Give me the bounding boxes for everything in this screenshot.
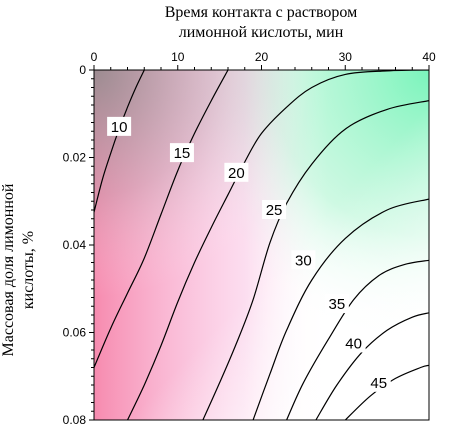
x-tick-label: 40: [422, 50, 436, 64]
y-tick-label: 0.04: [63, 238, 87, 252]
x-tick-label: 10: [171, 50, 185, 64]
contour-label-20: 20: [228, 165, 245, 182]
contour-line-30: [252, 198, 429, 420]
y-axis-title-line-1: Массовая доля лимонной: [0, 183, 17, 356]
y-axis-left: 0 0.02 0.04 0.06 0.08: [63, 63, 94, 427]
contour-label-15: 15: [174, 145, 191, 162]
y-tick-label: 0.02: [63, 151, 87, 165]
y-axis-title-line-2: кислоты, %: [20, 231, 37, 309]
contour-label-45: 45: [370, 375, 387, 392]
contour-label-30: 30: [295, 252, 312, 269]
contour-line-35: [286, 259, 429, 420]
contour-label-box: [224, 162, 249, 182]
x-axis-title-line-1: Время контакта с раствором: [165, 4, 357, 21]
y-tick-label: 0.08: [63, 413, 87, 427]
contour-labels: 10 15 20 25 30 35 40 45: [107, 116, 391, 392]
contour-label-box: [107, 116, 132, 136]
contour-label-40: 40: [345, 335, 362, 352]
contour-label-10: 10: [111, 119, 128, 136]
x-tick-label: 30: [339, 50, 353, 64]
contour-line-40: [315, 312, 429, 420]
contour-label-box: [169, 143, 194, 163]
x-axis-title-line-2: лимонной кислоты, мин: [179, 24, 344, 41]
contour-line-15: [94, 70, 229, 368]
x-tick-label: 20: [255, 50, 269, 64]
contour-label-box: [341, 333, 366, 353]
contour-label-35: 35: [329, 296, 346, 313]
contour-label-box: [324, 294, 349, 314]
contour-line-25: [202, 100, 429, 420]
x-tick-label: 0: [91, 50, 98, 64]
contour-label-box: [291, 250, 316, 270]
y-tick-label: 0.06: [63, 326, 87, 340]
contour-label-box: [262, 200, 287, 219]
x-axis-top: 0 10 20 30 40: [91, 50, 436, 70]
contour-line-45: [344, 364, 429, 420]
contour-label-box: [366, 372, 391, 392]
y-tick-label: 0: [79, 63, 86, 77]
plot-background: [94, 70, 429, 420]
contour-label-25: 25: [266, 202, 283, 219]
